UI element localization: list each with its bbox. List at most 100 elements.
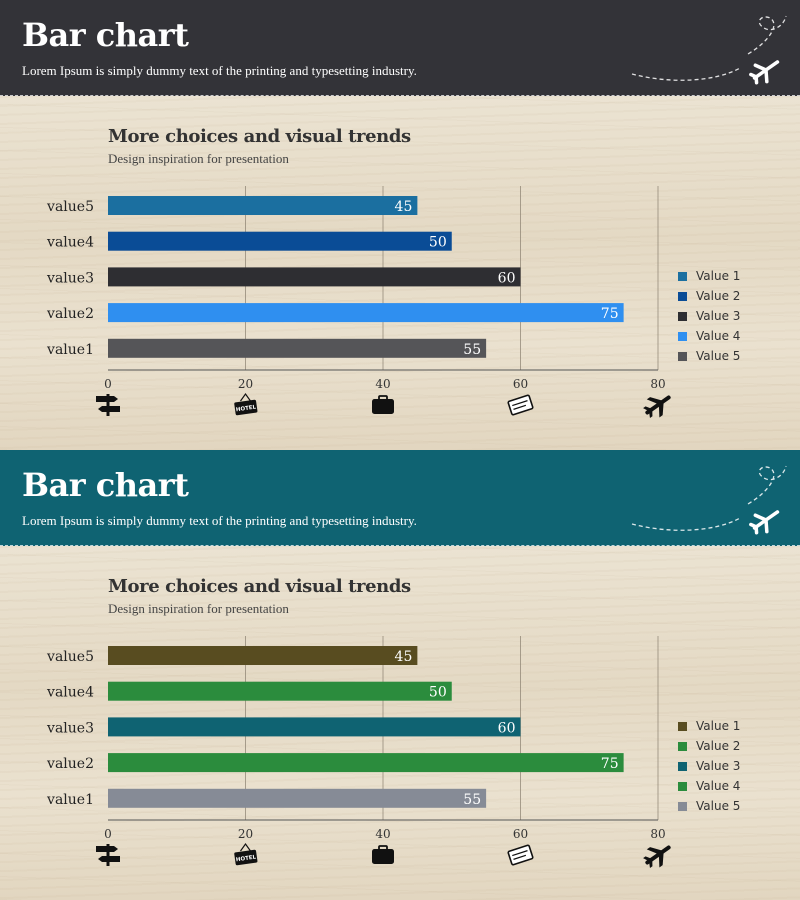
bar (108, 681, 452, 701)
header-divider (0, 95, 800, 96)
signpost-icon (96, 844, 120, 866)
bar-value-label: 60 (498, 720, 516, 736)
bar (108, 267, 521, 287)
legend-item: Value 3 (678, 306, 740, 326)
legend-swatch (678, 291, 687, 301)
legend-label: Value 3 (696, 759, 741, 773)
legend-label: Value 5 (696, 799, 741, 813)
x-tick-label: 0 (104, 827, 112, 841)
bar-value-label: 60 (498, 270, 516, 286)
suitcase-icon (372, 395, 394, 414)
legend-label: Value 1 (696, 269, 741, 283)
legend-swatch (678, 351, 687, 361)
x-tick-label: 40 (375, 827, 390, 841)
chart-panel-1: Bar chart Lorem Ipsum is simply dummy te… (0, 0, 800, 450)
bar-value-label: 45 (395, 649, 413, 665)
legend-swatch (678, 781, 687, 791)
chart-title: More choices and visual trends (108, 576, 411, 597)
svg-text:HOTEL: HOTEL (236, 855, 257, 864)
category-label: value4 (46, 235, 94, 251)
x-tick-label: 0 (104, 377, 112, 391)
legend-item: Value 2 (678, 736, 740, 756)
legend-swatch (678, 801, 687, 811)
category-label: value4 (46, 685, 94, 701)
chart-panel-2: Bar chart Lorem Ipsum is simply dummy te… (0, 450, 800, 900)
legend-item: Value 1 (678, 266, 740, 286)
page-title: Bar chart (22, 16, 189, 54)
hotel-sign-icon: HOTEL (234, 842, 258, 866)
legend-label: Value 2 (696, 739, 741, 753)
bar (108, 196, 418, 215)
legend-swatch (678, 761, 687, 771)
x-tick-label: 40 (375, 377, 390, 391)
legend-item: Value 4 (678, 776, 740, 796)
legend-label: Value 3 (696, 309, 741, 323)
header-divider (0, 545, 800, 546)
bar (108, 717, 521, 737)
page-title: Bar chart (22, 466, 189, 504)
bar (108, 788, 487, 808)
chart-subtitle: Design inspiration for presentation (108, 151, 289, 166)
svg-text:HOTEL: HOTEL (236, 405, 257, 414)
legend-swatch (678, 741, 687, 751)
bar-value-label: 50 (429, 685, 447, 701)
chart-subtitle: Design inspiration for presentation (108, 601, 289, 616)
bar (108, 303, 624, 323)
page-subtitle: Lorem Ipsum is simply dummy text of the … (22, 513, 417, 528)
bar-chart: 0 20 HOTEL 40 60 80 45 value5 50 value4 60 value3 75… (46, 636, 671, 868)
legend-label: Value 4 (696, 329, 741, 343)
bar-value-label: 55 (463, 792, 481, 808)
legend-label: Value 5 (696, 349, 741, 363)
bar (108, 231, 452, 251)
legend-swatch (678, 331, 687, 341)
bar-value-label: 45 (395, 199, 413, 215)
x-tick-label: 60 (513, 377, 528, 391)
x-tick-label: 20 (238, 377, 253, 391)
legend-swatch (678, 721, 687, 731)
category-label: value5 (46, 199, 94, 215)
header-bar: Bar chart Lorem Ipsum is simply dummy te… (0, 0, 800, 96)
bar-value-label: 75 (601, 306, 619, 322)
legend-swatch (678, 271, 687, 281)
hotel-sign-icon: HOTEL (234, 392, 258, 416)
legend-item: Value 3 (678, 756, 740, 776)
ticket-icon (507, 394, 534, 416)
legend-item: Value 1 (678, 716, 740, 736)
legend-item: Value 5 (678, 796, 740, 816)
legend-item: Value 5 (678, 346, 740, 366)
category-label: value3 (46, 270, 94, 286)
bar-value-label: 75 (601, 756, 619, 772)
category-label: value5 (46, 649, 94, 665)
legend-item: Value 4 (678, 326, 740, 346)
bar-value-label: 55 (463, 342, 481, 358)
bar-value-label: 50 (429, 235, 447, 251)
signpost-icon (96, 394, 120, 416)
suitcase-icon (372, 845, 394, 864)
ticket-icon (507, 844, 534, 866)
legend-label: Value 1 (696, 719, 741, 733)
page-subtitle: Lorem Ipsum is simply dummy text of the … (22, 63, 417, 78)
category-label: value2 (46, 306, 94, 322)
category-label: value2 (46, 756, 94, 772)
chart-legend: Value 1 Value 2 Value 3 Value 4 Value 5 (678, 266, 740, 366)
header-bar: Bar chart Lorem Ipsum is simply dummy te… (0, 450, 800, 546)
category-label: value1 (46, 792, 94, 808)
x-tick-label: 60 (513, 827, 528, 841)
legend-label: Value 4 (696, 779, 741, 793)
bar-chart: 0 20 HOTEL 40 60 80 45 value5 50 value4 60 value3 75… (46, 186, 671, 418)
category-label: value1 (46, 342, 94, 358)
legend-item: Value 2 (678, 286, 740, 306)
x-tick-label: 80 (650, 377, 665, 391)
x-tick-label: 80 (650, 827, 665, 841)
airplane-icon (643, 845, 671, 868)
bar (108, 753, 624, 773)
x-tick-label: 20 (238, 827, 253, 841)
bar (108, 338, 487, 358)
airplane-icon (643, 395, 671, 418)
flight-path-airplane-icon (631, 15, 787, 85)
legend-label: Value 2 (696, 289, 741, 303)
bar (108, 646, 418, 665)
legend-swatch (678, 311, 687, 321)
chart-title: More choices and visual trends (108, 126, 411, 147)
flight-path-airplane-icon (631, 465, 787, 535)
